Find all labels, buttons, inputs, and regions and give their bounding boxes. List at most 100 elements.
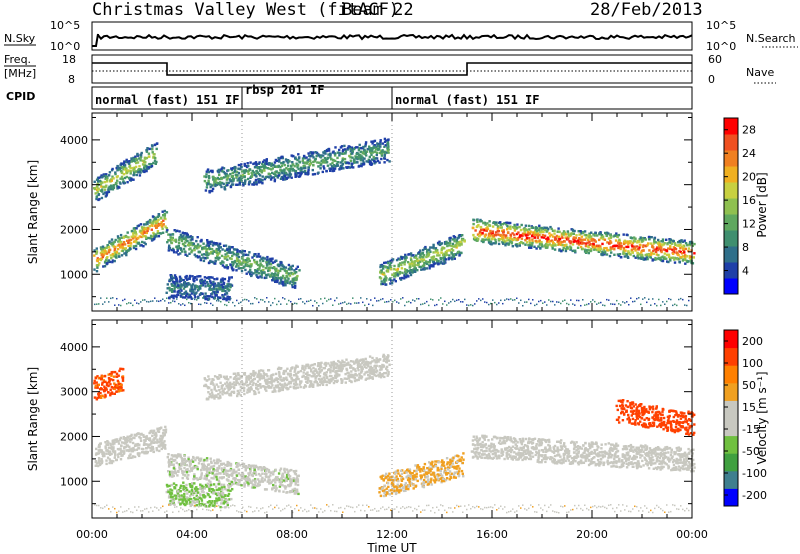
data-cell xyxy=(298,160,301,163)
data-cell xyxy=(230,483,234,486)
data-cell xyxy=(536,232,540,235)
data-cell xyxy=(216,242,219,245)
data-cell xyxy=(137,241,140,244)
clutter-cell xyxy=(548,299,550,301)
data-cell xyxy=(482,240,485,244)
data-cell xyxy=(154,233,158,236)
data-cell xyxy=(93,268,96,271)
clutter-cell xyxy=(464,298,466,301)
data-cell xyxy=(199,240,202,243)
data-cell xyxy=(426,251,429,254)
data-cell xyxy=(237,267,240,270)
data-cell xyxy=(183,281,187,285)
data-cell xyxy=(244,180,247,183)
data-cell xyxy=(148,155,151,158)
data-cell xyxy=(525,241,529,244)
data-cell xyxy=(476,220,479,223)
clutter-cell xyxy=(542,302,544,304)
data-cell xyxy=(103,191,107,194)
data-cell xyxy=(692,256,695,259)
data-cell xyxy=(217,479,221,482)
data-cell xyxy=(202,466,206,469)
data-cell xyxy=(132,237,135,240)
data-cell xyxy=(238,250,242,253)
data-cell xyxy=(418,259,421,262)
data-cell xyxy=(218,244,221,247)
data-cell xyxy=(115,372,119,375)
data-cell xyxy=(107,188,110,192)
data-cell xyxy=(247,253,250,257)
data-cell xyxy=(479,226,483,229)
data-cell xyxy=(520,223,523,227)
data-cell xyxy=(683,251,686,254)
clutter-cell xyxy=(412,299,414,301)
data-cell xyxy=(263,478,266,481)
clutter-cell xyxy=(652,298,654,300)
data-cell xyxy=(522,242,525,245)
data-cell xyxy=(510,241,514,244)
data-cell xyxy=(268,261,271,264)
data-cell xyxy=(264,166,267,169)
data-cell xyxy=(236,483,239,486)
data-cell xyxy=(478,220,482,223)
data-cell xyxy=(656,242,660,245)
clutter-cell xyxy=(448,302,450,304)
clutter-cell xyxy=(316,301,318,304)
data-cell xyxy=(105,452,108,455)
data-cell xyxy=(112,450,115,454)
data-cell xyxy=(507,242,510,245)
data-cell xyxy=(679,239,683,243)
data-cell xyxy=(151,441,155,444)
data-cell xyxy=(340,167,344,170)
data-cell xyxy=(398,258,401,261)
data-cell xyxy=(389,261,393,264)
data-cell xyxy=(342,152,345,155)
data-cell xyxy=(113,452,117,455)
data-cell xyxy=(215,247,218,251)
data-cell xyxy=(344,148,347,151)
data-cell xyxy=(285,270,288,273)
data-cell xyxy=(683,239,686,242)
data-cell xyxy=(290,268,293,271)
data-cell xyxy=(500,229,504,232)
data-cell xyxy=(545,230,548,233)
freq-left-tick-bottom: 8 xyxy=(68,73,75,86)
data-cell xyxy=(231,174,234,178)
data-cell xyxy=(603,238,607,241)
clutter-cell xyxy=(380,298,382,301)
data-cell xyxy=(552,235,555,238)
data-cell xyxy=(191,275,194,278)
data-cell xyxy=(188,277,191,280)
data-cell xyxy=(373,157,376,160)
data-cell xyxy=(96,178,99,182)
data-cell xyxy=(255,163,258,166)
data-cell xyxy=(118,238,121,241)
data-cell xyxy=(324,161,327,164)
data-cell xyxy=(194,464,197,468)
data-cell xyxy=(229,469,232,472)
data-cell xyxy=(351,150,354,154)
data-cell xyxy=(177,238,181,242)
data-cell xyxy=(489,231,492,234)
site-title: Christmas Valley West (fitACF) xyxy=(92,0,399,20)
data-cell xyxy=(143,170,146,174)
data-cell xyxy=(149,446,152,450)
data-cell xyxy=(271,167,274,170)
data-cell xyxy=(195,285,198,288)
data-cell xyxy=(175,278,179,281)
data-cell xyxy=(264,470,268,473)
data-cell xyxy=(127,169,130,172)
data-cell xyxy=(681,259,685,262)
data-cell xyxy=(476,239,479,242)
data-cell xyxy=(94,386,97,389)
data-cell xyxy=(630,236,633,239)
data-cell xyxy=(211,292,214,295)
data-cell xyxy=(276,176,279,179)
data-cell xyxy=(224,285,227,288)
data-cell xyxy=(137,447,141,450)
data-cell xyxy=(227,475,230,479)
data-cell xyxy=(99,251,103,255)
clutter-cell xyxy=(278,300,280,303)
clutter-cell xyxy=(254,297,256,299)
data-cell xyxy=(652,249,655,253)
